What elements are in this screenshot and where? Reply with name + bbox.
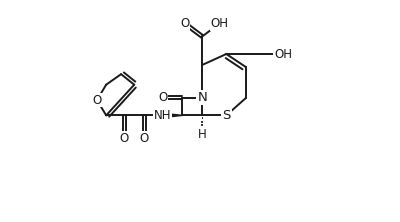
Text: N: N (197, 91, 207, 104)
Text: OH: OH (211, 17, 229, 30)
Text: O: O (180, 17, 189, 30)
Text: O: O (120, 132, 129, 145)
Text: S: S (222, 109, 230, 122)
Text: OH: OH (274, 48, 292, 61)
Text: O: O (140, 132, 149, 145)
Text: O: O (92, 93, 102, 107)
Text: H: H (198, 127, 206, 141)
Text: O: O (158, 91, 167, 104)
Text: NH: NH (154, 109, 172, 122)
Polygon shape (163, 113, 182, 118)
